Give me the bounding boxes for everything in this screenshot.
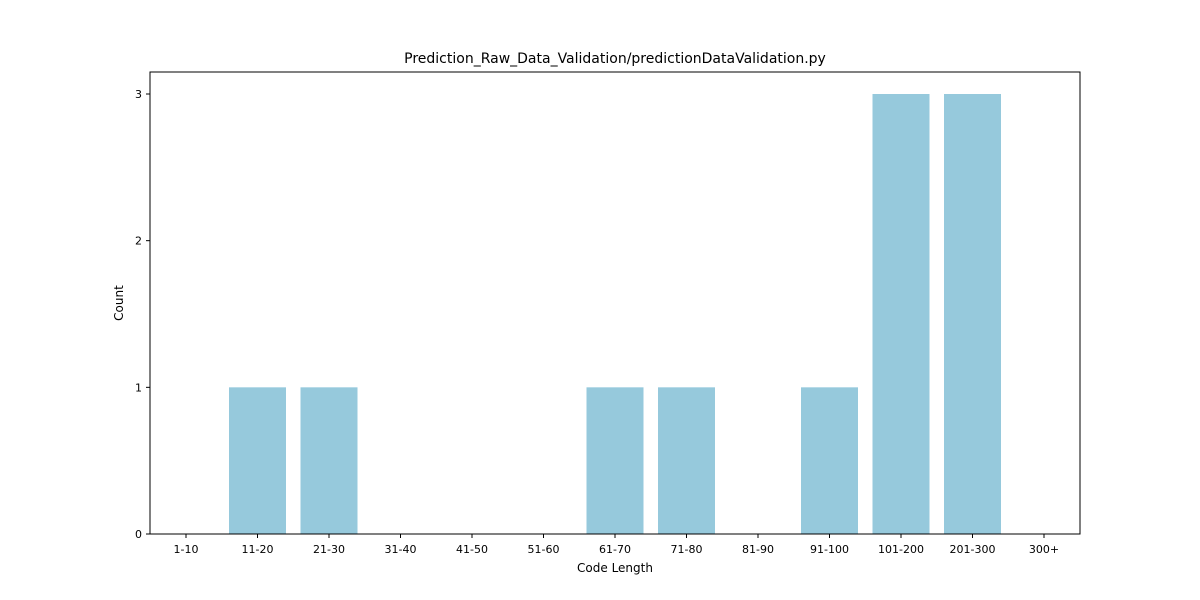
plot-frame (149, 71, 1081, 535)
y-axis-label: Count (112, 285, 126, 321)
chart-title: Prediction_Raw_Data_Validation/predictio… (404, 51, 826, 67)
x-axis-ticks: 1-10 11-20 21-30 31-40 41-50 51-60 61-70 71-80 8… (174, 534, 1059, 556)
x-tick-label: 300+ (1029, 543, 1059, 556)
bars-layer (229, 94, 1001, 534)
bar-101-200 (872, 94, 930, 534)
y-axis-ticks: 0 1 2 3 (135, 88, 150, 541)
x-tick-label: 31-40 (385, 543, 417, 556)
x-tick-label: 101-200 (878, 543, 924, 556)
bar-11-20 (229, 387, 286, 534)
bar-71-80 (658, 387, 715, 534)
y-tick-label: 1 (135, 381, 142, 394)
x-tick-label: 51-60 (528, 543, 560, 556)
y-tick-label: 0 (135, 528, 142, 541)
x-axis-label: Code Length (577, 561, 653, 575)
bar-61-70 (586, 387, 644, 534)
x-tick-label: 81-90 (742, 543, 774, 556)
bar-91-100 (801, 387, 858, 534)
x-tick-label: 61-70 (599, 543, 631, 556)
x-tick-label: 1-10 (174, 543, 199, 556)
x-tick-label: 201-300 (950, 543, 996, 556)
bar-201-300 (944, 94, 1001, 534)
bar-21-30 (300, 387, 358, 534)
x-tick-label: 21-30 (313, 543, 345, 556)
y-tick-label: 3 (135, 88, 142, 101)
x-tick-label: 91-100 (810, 543, 849, 556)
x-tick-label: 41-50 (456, 543, 488, 556)
x-tick-label: 71-80 (671, 543, 703, 556)
y-tick-label: 2 (135, 235, 142, 248)
x-tick-label: 11-20 (242, 543, 274, 556)
